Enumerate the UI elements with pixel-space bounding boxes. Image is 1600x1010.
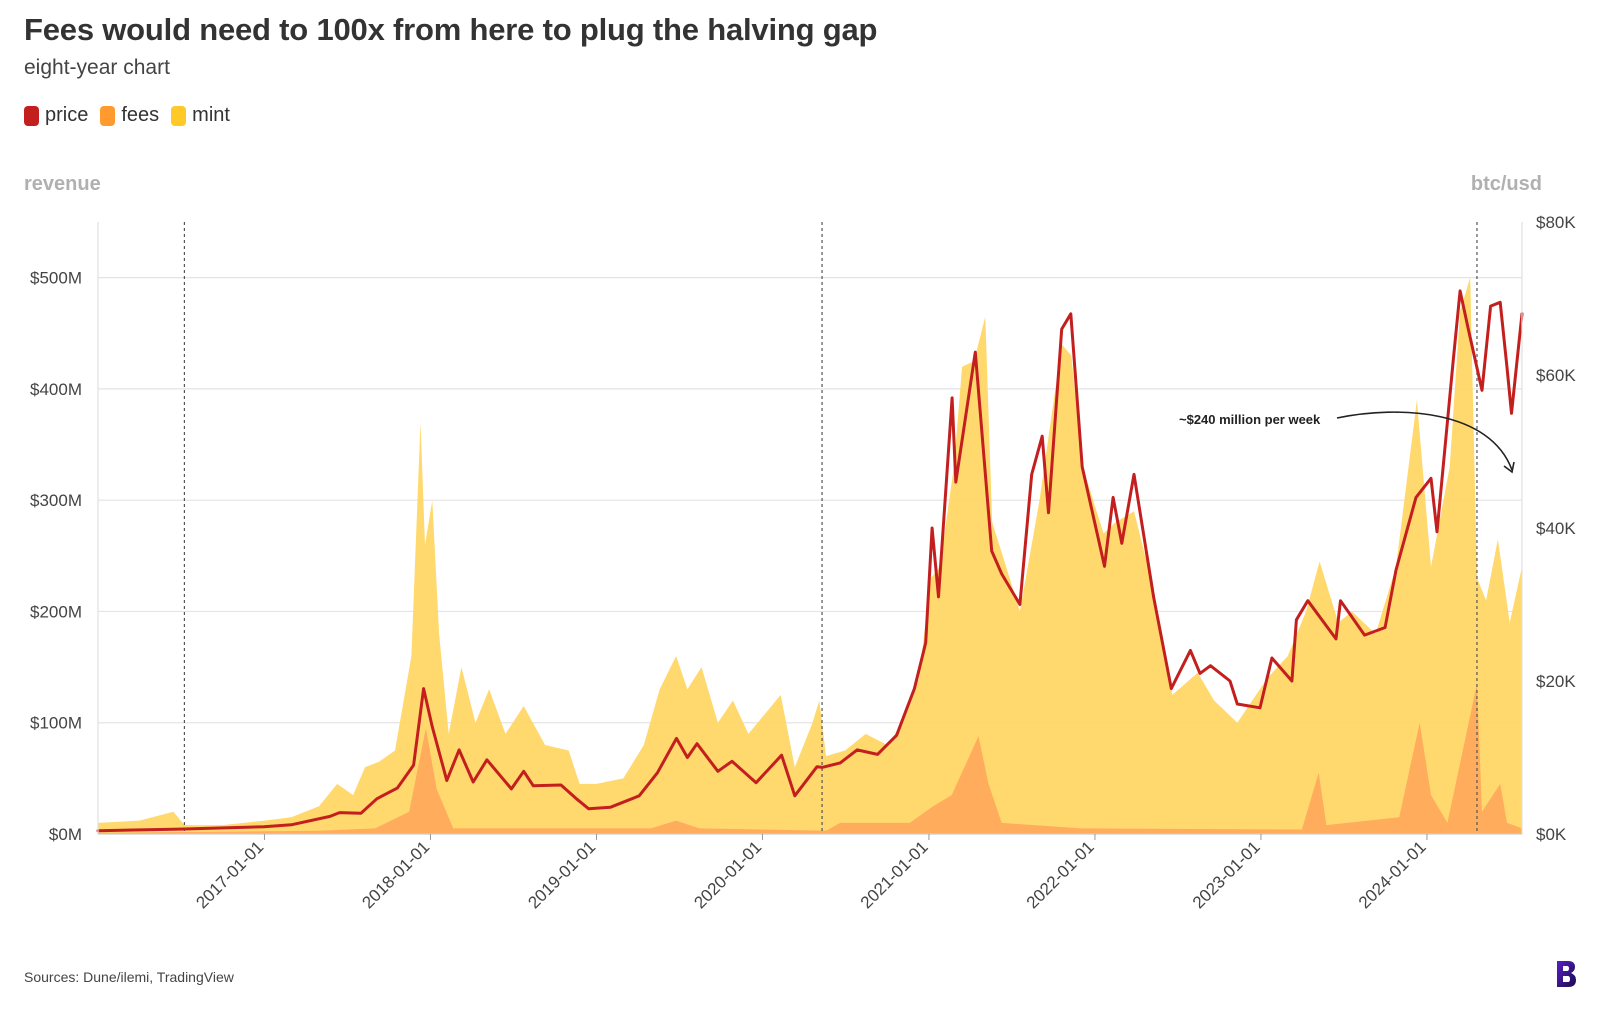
x-tick-label: 2021-01-01 <box>857 837 932 912</box>
legend-item-price: price <box>24 104 88 127</box>
y-left-tick-label: $500M <box>30 269 82 288</box>
source-note: Sources: Dune/ilemi, TradingView <box>24 969 234 985</box>
legend: price fees mint <box>24 104 230 127</box>
x-tick-label: 2019-01-01 <box>524 837 599 912</box>
x-tick-label: 2022-01-01 <box>1023 837 1098 912</box>
legend-swatch-price <box>24 105 39 126</box>
y-right-tick-label: $0K <box>1536 825 1567 844</box>
annotation-label: ~$240 million per week <box>1179 412 1321 427</box>
chart-subtitle: eight-year chart <box>24 56 170 79</box>
y-left-tick-label: $100M <box>30 714 82 733</box>
legend-label-price: price <box>45 104 89 126</box>
y-right-tick-label: $60K <box>1536 366 1576 385</box>
x-tick-label: 2023-01-01 <box>1189 837 1264 912</box>
y-left-tick-label: $200M <box>30 602 82 621</box>
mint-area <box>98 277 1522 835</box>
y-left-tick-label: $400M <box>30 380 82 399</box>
legend-label-mint: mint <box>192 104 230 126</box>
y-right-tick-label: $20K <box>1536 672 1576 691</box>
legend-label-fees: fees <box>121 104 160 126</box>
chart-title: Fees would need to 100x from here to plu… <box>24 12 878 47</box>
y-left-tick-label: $300M <box>30 491 82 510</box>
price-layer <box>96 289 1524 833</box>
legend-item-fees: fees <box>100 104 159 127</box>
x-tick-label: 2024-01-01 <box>1355 837 1430 912</box>
right-axis-title: btc/usd <box>1470 173 1542 195</box>
annotation-layer: ~$240 million per week <box>1179 411 1515 474</box>
legend-swatch-mint <box>171 105 187 126</box>
x-tick-label: 2017-01-01 <box>192 837 267 912</box>
y-right-tick-label: $80K <box>1536 213 1576 232</box>
area-layers <box>98 277 1522 835</box>
halving-markers <box>183 222 1478 834</box>
y-right-tick-label: $40K <box>1536 519 1576 538</box>
legend-swatch-fees <box>100 105 116 126</box>
annotation-arrow <box>1336 411 1513 471</box>
legend-item-mint: mint <box>171 104 230 127</box>
x-tick-label: 2018-01-01 <box>358 837 433 912</box>
publisher-logo-icon <box>1557 961 1576 987</box>
y-left-tick-label: $0M <box>49 825 82 844</box>
price-line <box>96 289 1524 833</box>
x-tick-label: 2020-01-01 <box>690 837 765 912</box>
annotation-arrowhead <box>1503 461 1515 474</box>
left-axis-title: revenue <box>24 173 101 195</box>
